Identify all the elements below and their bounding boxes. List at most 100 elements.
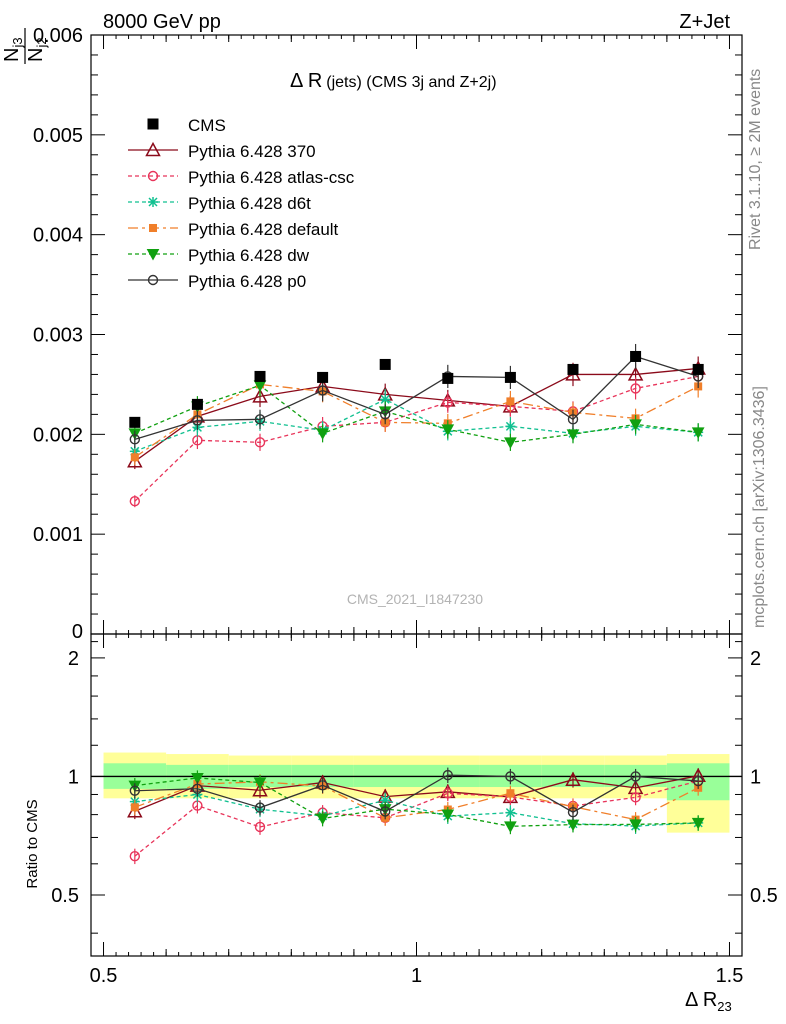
ratio-series-line [134,793,699,827]
ratio-series-point [505,807,516,818]
data-point [442,372,454,384]
main-ylabel: Nj3 Nj2 [1,28,49,64]
legend-marker [149,224,157,232]
legend-marker [148,197,158,207]
series-point [566,429,580,441]
watermark: CMS_2021_I1847230 [347,591,483,607]
ratio-series-point [129,785,141,796]
series-point [316,428,329,440]
ratio-series-line [134,775,699,812]
legend-marker-data [147,118,159,130]
ratio-series-point [629,819,642,831]
x-tick-label: 1.5 [716,965,744,987]
series-point [254,437,266,448]
series-point [129,496,141,507]
series-point [505,421,516,432]
series-line [134,384,699,443]
series-line [134,355,699,440]
series-line [134,367,699,462]
y-tick-label: 0.004 [33,225,83,247]
series-point [442,397,453,408]
legend: CMS Pythia 6.428 370 Pythia 6.428 atlas-cs… [128,116,355,291]
ratio-series-point [317,780,328,791]
x-tick-label: 0.5 [90,965,118,987]
ratio-series-point [630,771,641,782]
ratio-series-point [566,819,580,832]
legend-label: Pythia 6.428 d6t [188,194,311,213]
ratio-y-tick-label: 2 [68,648,79,670]
series-point [254,414,266,425]
y-tick-label: 0.003 [33,325,83,347]
ratio-frame [90,633,743,957]
legend-label: Pythia 6.428 dw [188,246,310,265]
data-point [254,370,266,382]
data-point [630,350,642,362]
ratio-series-point [442,788,453,799]
ratio-series-point [630,792,641,803]
data-point [692,363,704,375]
ratio-series-point [506,789,515,798]
y-tick-label: 0.005 [33,125,83,147]
ratio-series-point [380,806,391,817]
series-point [129,434,141,445]
ratio-panel: 0.5 1 1.5 0.5 0.5 1 1 2 2 [51,633,778,987]
ratio-series-point [504,821,517,833]
legend-label-data: CMS [188,116,226,135]
ratio-series-point [316,813,329,826]
ratio-series-line [134,774,699,813]
data-point [379,358,391,370]
svg-text:Nj2: Nj2 [25,37,49,62]
ratio-series-point [567,807,579,818]
ratio-series-line [134,777,699,827]
legend-label: Pythia 6.428 atlas-csc [188,168,355,187]
ratio-series-point [442,769,453,781]
svg-text:Nj3: Nj3 [1,37,25,62]
data-point [567,363,579,375]
legend-marker [147,274,159,286]
ratio-series-line [134,780,699,857]
ratio-y-tick-label: 0.5 [51,885,79,907]
series-point [567,414,579,425]
ratio-series-point [191,772,204,785]
y-tick-label: 0.006 [33,25,83,47]
y-tick-label: 0.002 [33,424,83,446]
y-tick-label: 0 [72,621,83,643]
ratio-series-point [692,775,704,787]
ylabel-num: N [1,48,23,62]
ratio-series-line [134,781,699,821]
ratio-y-tick-label: 1 [68,766,79,788]
ratio-series-point [441,809,455,821]
y-tick-label: 0.001 [33,524,83,546]
data-point [504,371,516,383]
ratio-series-point [565,771,581,786]
ratio-y-tick-label-right: 2 [750,648,761,670]
series-line [134,398,699,452]
ratio-series-point [129,850,141,862]
series-point [441,424,455,436]
ratio-ylabel: Ratio to CMS [24,799,41,888]
ratio-series-point [192,783,203,794]
data-point [191,398,203,410]
series-line [134,375,699,502]
ratio-series-point [254,802,266,813]
ratio-series-point [130,803,139,812]
series-point [506,397,515,406]
mcplots-label: mcplots.cern.ch [arXiv:1306.3436] [751,386,768,628]
ylabel-den-sub: j2 [34,37,49,48]
ratio-y-tick-label-right: 0.5 [750,885,778,907]
ratio-series-point [252,782,268,797]
legend-marker [147,170,159,182]
ratio-series-point [253,777,267,790]
series-point [130,453,139,462]
legend-label: Pythia 6.428 370 [188,142,316,161]
ratio-series-point [691,817,705,830]
chart-title: Δ R (jets) (CMS 3j and Z+2j) [290,70,497,92]
legend-marker [146,249,160,261]
series-point [192,415,203,426]
main-panel: 0 0.001 0.002 0.003 0.004 0.005 0.006 [33,25,743,956]
ylabel-num-sub: j3 [10,37,25,48]
series-point [317,385,328,396]
series-point [691,427,705,439]
data-point [317,371,329,383]
x-tick-label: 1 [411,965,422,987]
